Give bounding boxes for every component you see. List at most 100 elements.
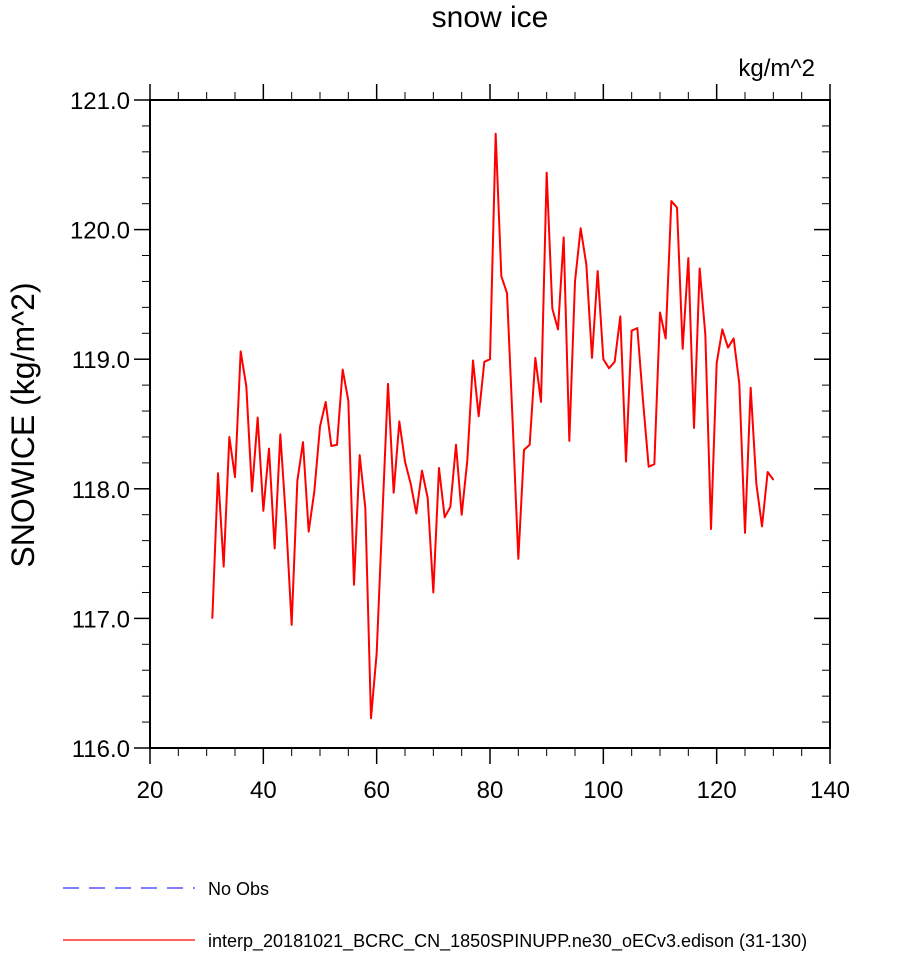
data-point bbox=[313, 490, 315, 492]
data-point bbox=[347, 400, 349, 402]
data-point bbox=[529, 444, 531, 446]
data-point bbox=[444, 516, 446, 518]
data-point bbox=[512, 422, 514, 424]
data-point bbox=[228, 436, 230, 438]
data-point bbox=[619, 315, 621, 318]
data-point bbox=[506, 292, 508, 294]
x-tick-label: 40 bbox=[250, 777, 277, 804]
data-point bbox=[279, 433, 281, 435]
data-point bbox=[716, 362, 718, 364]
data-point bbox=[364, 507, 366, 509]
data-point bbox=[727, 346, 729, 349]
data-point bbox=[421, 470, 423, 472]
data-point bbox=[308, 530, 310, 533]
plot-frame bbox=[149, 99, 831, 749]
data-point bbox=[251, 490, 253, 492]
data-point bbox=[478, 415, 480, 417]
data-point bbox=[461, 514, 463, 516]
data-point bbox=[376, 652, 378, 654]
data-point bbox=[517, 558, 519, 560]
data-point bbox=[704, 333, 706, 336]
data-point bbox=[211, 617, 213, 620]
data-point bbox=[738, 383, 740, 385]
y-tick-label: 119.0 bbox=[72, 347, 130, 374]
series-layer bbox=[211, 132, 775, 720]
units-label: kg/m^2 bbox=[738, 55, 815, 82]
y-tick-label: 118.0 bbox=[72, 477, 130, 504]
data-point bbox=[767, 471, 769, 473]
data-point bbox=[240, 350, 242, 353]
data-point bbox=[772, 479, 774, 481]
data-point bbox=[574, 280, 576, 283]
data-point bbox=[262, 510, 264, 512]
y-axis-label: SNOWICE (kg/m^2) bbox=[5, 282, 41, 567]
data-point bbox=[585, 263, 587, 266]
data-point bbox=[455, 444, 457, 446]
x-tick-label: 100 bbox=[583, 777, 623, 804]
axis-ticks bbox=[134, 84, 831, 764]
y-tick-label: 117.0 bbox=[72, 606, 130, 633]
data-point bbox=[557, 328, 559, 330]
data-point bbox=[608, 367, 610, 369]
data-point bbox=[285, 519, 287, 521]
data-point bbox=[614, 361, 616, 363]
data-point bbox=[500, 275, 502, 277]
data-point bbox=[296, 480, 298, 482]
data-point bbox=[546, 171, 548, 174]
data-point bbox=[653, 463, 655, 465]
data-point bbox=[245, 385, 247, 388]
data-point bbox=[750, 387, 752, 389]
data-point bbox=[676, 206, 678, 209]
x-tick-label: 60 bbox=[363, 777, 390, 804]
data-point bbox=[330, 445, 332, 447]
x-tick-label: 80 bbox=[477, 777, 504, 804]
data-point bbox=[432, 591, 434, 594]
x-tick-label: 20 bbox=[137, 777, 164, 804]
data-point bbox=[234, 476, 236, 478]
data-point bbox=[699, 267, 701, 270]
data-point bbox=[710, 528, 712, 530]
data-point bbox=[761, 525, 763, 527]
data-point bbox=[398, 420, 400, 423]
legend-label-0: No Obs bbox=[208, 879, 269, 899]
data-point bbox=[540, 401, 542, 403]
data-point bbox=[523, 449, 525, 451]
data-point bbox=[381, 516, 383, 518]
data-point bbox=[563, 236, 565, 238]
data-point bbox=[404, 460, 406, 463]
data-point bbox=[693, 427, 695, 429]
data-point bbox=[336, 444, 338, 446]
data-point bbox=[393, 492, 395, 494]
data-point bbox=[325, 401, 327, 403]
data-point bbox=[636, 327, 638, 329]
data-point bbox=[642, 400, 644, 402]
data-point bbox=[472, 359, 474, 362]
data-point bbox=[342, 368, 344, 371]
data-point bbox=[483, 361, 485, 363]
data-point bbox=[670, 200, 672, 202]
data-point bbox=[274, 547, 276, 550]
data-point bbox=[580, 227, 582, 229]
data-point bbox=[319, 425, 321, 428]
data-point bbox=[534, 357, 536, 359]
data-point bbox=[291, 624, 293, 626]
data-point bbox=[602, 358, 604, 360]
data-point bbox=[568, 440, 570, 442]
data-point bbox=[302, 441, 304, 443]
data-point bbox=[489, 358, 491, 360]
data-point bbox=[591, 357, 593, 359]
data-point bbox=[466, 459, 468, 461]
data-point bbox=[682, 348, 684, 350]
data-point bbox=[359, 454, 361, 456]
data-point bbox=[257, 416, 259, 419]
data-point bbox=[415, 512, 417, 515]
data-point bbox=[721, 328, 723, 330]
legend-label-1: interp_20181021_BCRC_CN_1850SPINUPP.ne30… bbox=[208, 931, 807, 952]
data-point bbox=[687, 257, 689, 259]
data-point bbox=[223, 565, 225, 568]
legend: No Obs interp_20181021_BCRC_CN_1850SPINUP… bbox=[63, 879, 807, 952]
data-point bbox=[597, 270, 599, 272]
data-point bbox=[427, 497, 429, 499]
tick-labels: 20 40 60 80 100 120 140 116.0 117.0 118.0 119.0 120… bbox=[70, 88, 850, 804]
